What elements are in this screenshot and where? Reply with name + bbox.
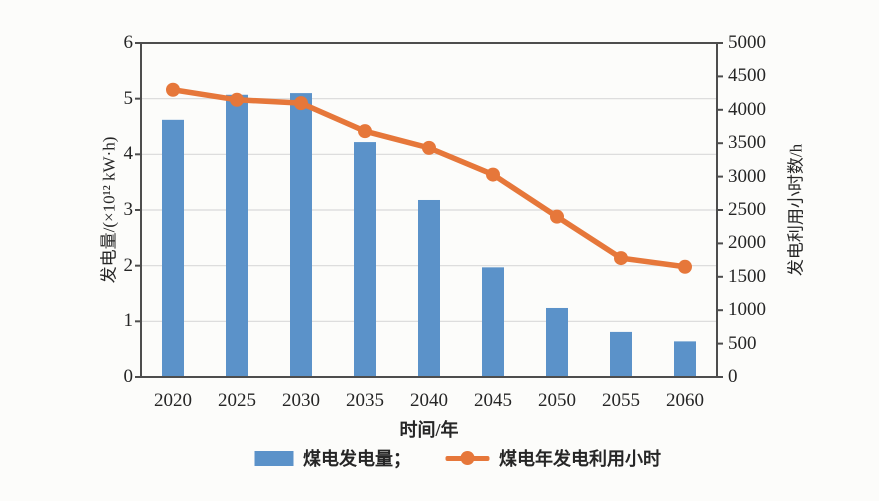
line-marker xyxy=(678,259,692,274)
legend-line-marker xyxy=(460,450,474,465)
bar xyxy=(546,307,568,377)
x-tick-label: 2025 xyxy=(218,390,256,411)
line-marker xyxy=(166,82,180,97)
right-axis-title: 发电利用小时数/h xyxy=(786,143,806,277)
right-tick-label: 0 xyxy=(728,366,738,387)
left-tick-label: 3 xyxy=(123,199,134,220)
x-tick-label: 2045 xyxy=(474,390,512,411)
legend-bar-label: 煤电发电量； xyxy=(303,449,411,469)
legend: 煤电发电量； 煤电年发电利用小时 xyxy=(254,445,661,471)
bar xyxy=(418,199,440,377)
left-tick-label: 4 xyxy=(123,143,134,165)
right-tick-label: 5000 xyxy=(728,32,766,53)
line-marker xyxy=(486,167,500,182)
bar xyxy=(482,267,504,377)
left-tick-label: 5 xyxy=(123,87,134,109)
bar xyxy=(226,94,248,378)
right-tick-label: 3500 xyxy=(728,132,766,154)
left-tick-label: 2 xyxy=(123,254,134,276)
right-tick-label: 1500 xyxy=(728,265,766,287)
bar xyxy=(354,142,376,377)
right-tick-label: 2500 xyxy=(728,199,766,220)
right-tick-label: 1000 xyxy=(728,299,766,321)
x-tick-label: 2035 xyxy=(346,390,384,411)
left-tick-label: 1 xyxy=(123,310,134,332)
legend-line-label: 煤电年发电利用小时 xyxy=(499,449,661,469)
right-tick-label: 2000 xyxy=(728,232,766,254)
x-tick-label: 2055 xyxy=(602,390,640,411)
legend-line-sample-icon xyxy=(445,450,489,466)
right-tick-label: 4500 xyxy=(728,65,766,87)
left-tick-label: 0 xyxy=(123,366,134,387)
line-marker xyxy=(422,140,436,155)
right-tick-label: 4000 xyxy=(728,98,766,120)
left-axis-title: 发电量/(×10¹² kW·h) xyxy=(99,136,119,284)
right-tick-label: 3000 xyxy=(728,165,766,187)
bar xyxy=(162,119,184,377)
x-tick-label: 2040 xyxy=(410,390,448,411)
line-marker xyxy=(294,96,308,111)
line-marker xyxy=(614,251,628,266)
left-tick-label: 6 xyxy=(123,32,134,53)
bar xyxy=(610,331,632,377)
x-axis-title: 时间/年 xyxy=(399,420,459,440)
line-marker xyxy=(358,124,372,139)
legend-bar-swatch-icon xyxy=(254,450,293,466)
bar xyxy=(674,341,696,377)
x-tick-label: 2030 xyxy=(282,390,320,411)
bar xyxy=(290,93,312,377)
x-tick-label: 2050 xyxy=(538,390,576,411)
line-marker xyxy=(230,92,244,107)
right-tick-label: 500 xyxy=(728,332,757,354)
line-marker xyxy=(550,209,564,224)
x-tick-label: 2060 xyxy=(666,390,704,411)
x-tick-label: 2020 xyxy=(154,390,192,411)
